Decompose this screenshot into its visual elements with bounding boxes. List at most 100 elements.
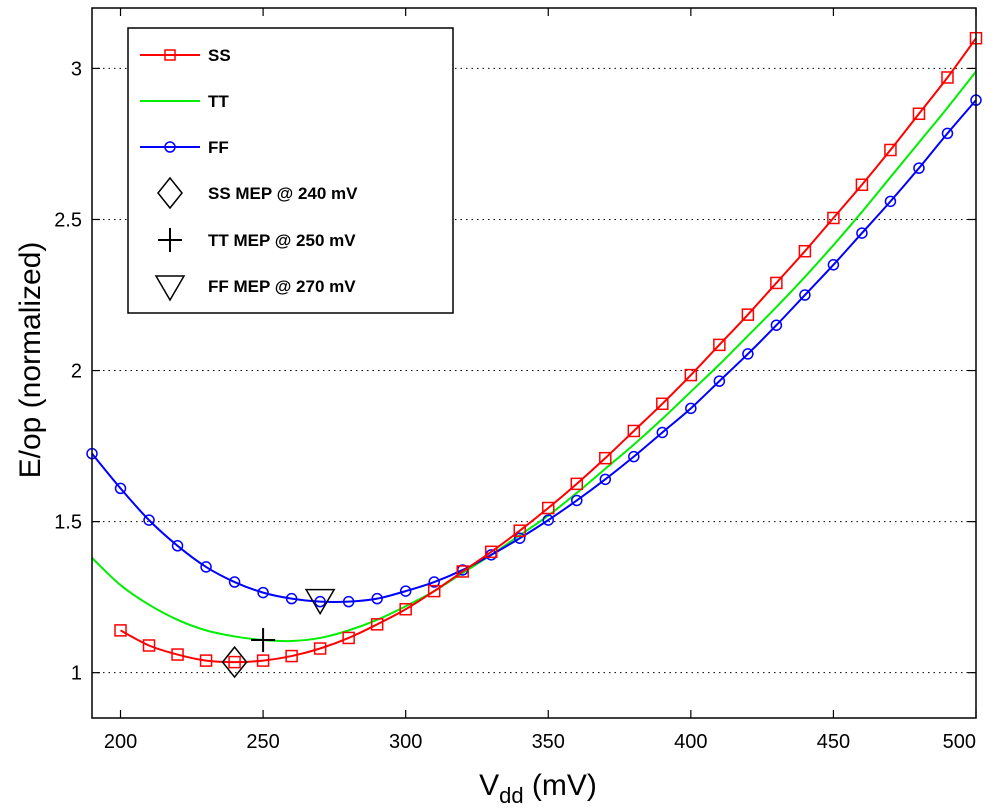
point-ss [285,649,298,663]
x-axis-title-main: V [479,769,499,802]
x-tick-label: 500 [943,731,976,753]
point-ss [570,477,584,491]
series-line-ss [120,37,977,664]
y-tick-label: 1 [71,663,82,685]
x-tick-label: 300 [389,731,422,753]
point-ss [713,338,726,352]
point-ss [427,584,441,598]
point-ss [912,107,926,120]
legend-entry-ff: FF [140,138,229,157]
x-tick-label: 200 [104,731,137,753]
point-ff [742,348,754,360]
point-ff [428,576,440,588]
legend-label-tt-mep: TT MEP @ 250 mV [208,231,356,250]
point-ff [685,402,697,415]
point-ff [342,595,355,608]
legend-entry-tt: TT [140,92,229,111]
legend-triangle-down-icon [154,275,186,302]
point-ff [913,162,925,174]
series-line-tt [91,70,977,643]
mep-marker-ff [304,588,336,616]
legend-entry-ff-mep: FF MEP @ 270 mV [154,275,356,302]
ticks [92,8,977,718]
y-tick-label: 1.5 [54,512,82,534]
legend-label-tt: TT [208,92,229,111]
point-ff [884,195,897,208]
point-ss [542,501,555,515]
point-ss [142,639,156,652]
point-ss [770,276,783,290]
point-ff [399,585,412,597]
point-ss [513,524,526,537]
legend-marker-ss [164,49,176,61]
legend: SS TT FF SS MEP @ 240 mV TT MEP @ 250 mV… [127,27,454,314]
point-ff [228,576,241,588]
point-ff [713,375,726,387]
legend-entry-ss-mep: SS MEP @ 240 mV [157,176,358,210]
point-ff [770,319,783,331]
y-tick-label: 2 [71,361,82,383]
point-ff [856,227,868,239]
point-ff [200,561,212,573]
point-ss [370,618,384,631]
point-ss [855,178,869,191]
point-ss [798,244,812,258]
point-ss [941,71,954,84]
point-ff [143,514,155,526]
legend-diamond-icon [157,176,183,210]
annotation-layer [221,588,336,679]
point-ss [199,654,213,667]
point-ss [342,631,355,645]
point-ss [827,211,840,225]
point-ff [114,482,127,495]
point-ff [799,289,811,301]
legend-entry-ss: SS [140,46,231,65]
legend-label-ff: FF [208,138,229,157]
x-tick-label: 400 [674,731,707,753]
x-tick-label: 250 [246,731,279,753]
point-ss [456,565,469,578]
point-ss [484,545,498,559]
point-ss [313,642,327,655]
legend-entry-tt-mep: TT MEP @ 250 mV [158,228,356,252]
point-ff [285,592,298,605]
y-tick-label: 3 [71,58,82,80]
point-ss [171,648,184,661]
point-ff [257,586,269,599]
point-ff [656,426,669,439]
point-ss [884,143,897,157]
point-ff [171,540,184,552]
point-ss [114,624,127,637]
point-ss [599,451,612,465]
point-ss [627,424,641,438]
point-ff [542,514,555,526]
mep-marker-ss [221,645,248,679]
point-ff [371,592,383,605]
series-line-ff [91,99,977,604]
x-axis-title-subscript: dd [499,783,523,808]
point-ff [571,494,583,507]
point-ss [399,602,412,616]
point-ss [741,308,755,321]
point-ss [684,368,698,382]
legend-label-ss: SS [208,46,231,65]
x-tick-label: 450 [817,731,850,753]
point-ff [941,127,954,140]
point-ff [599,473,612,486]
legend-marker-ff [164,141,176,153]
x-axis-title-unit: (mV) [524,769,597,802]
legend-box [127,27,454,314]
y-tick-label: 2.5 [54,209,82,231]
plot-frame [91,7,977,719]
point-ff [513,532,526,544]
legend-label-ss-mep: SS MEP @ 240 mV [208,184,358,203]
point-ss [228,655,241,669]
point-ff [314,595,326,608]
x-axis-title: Vdd (mV) [479,769,597,808]
point-ff [628,450,640,463]
y-axis-title: E/op (normalized) [14,242,47,479]
point-ss [656,397,669,411]
point-ss [256,654,270,667]
x-tick-label: 350 [532,731,565,753]
